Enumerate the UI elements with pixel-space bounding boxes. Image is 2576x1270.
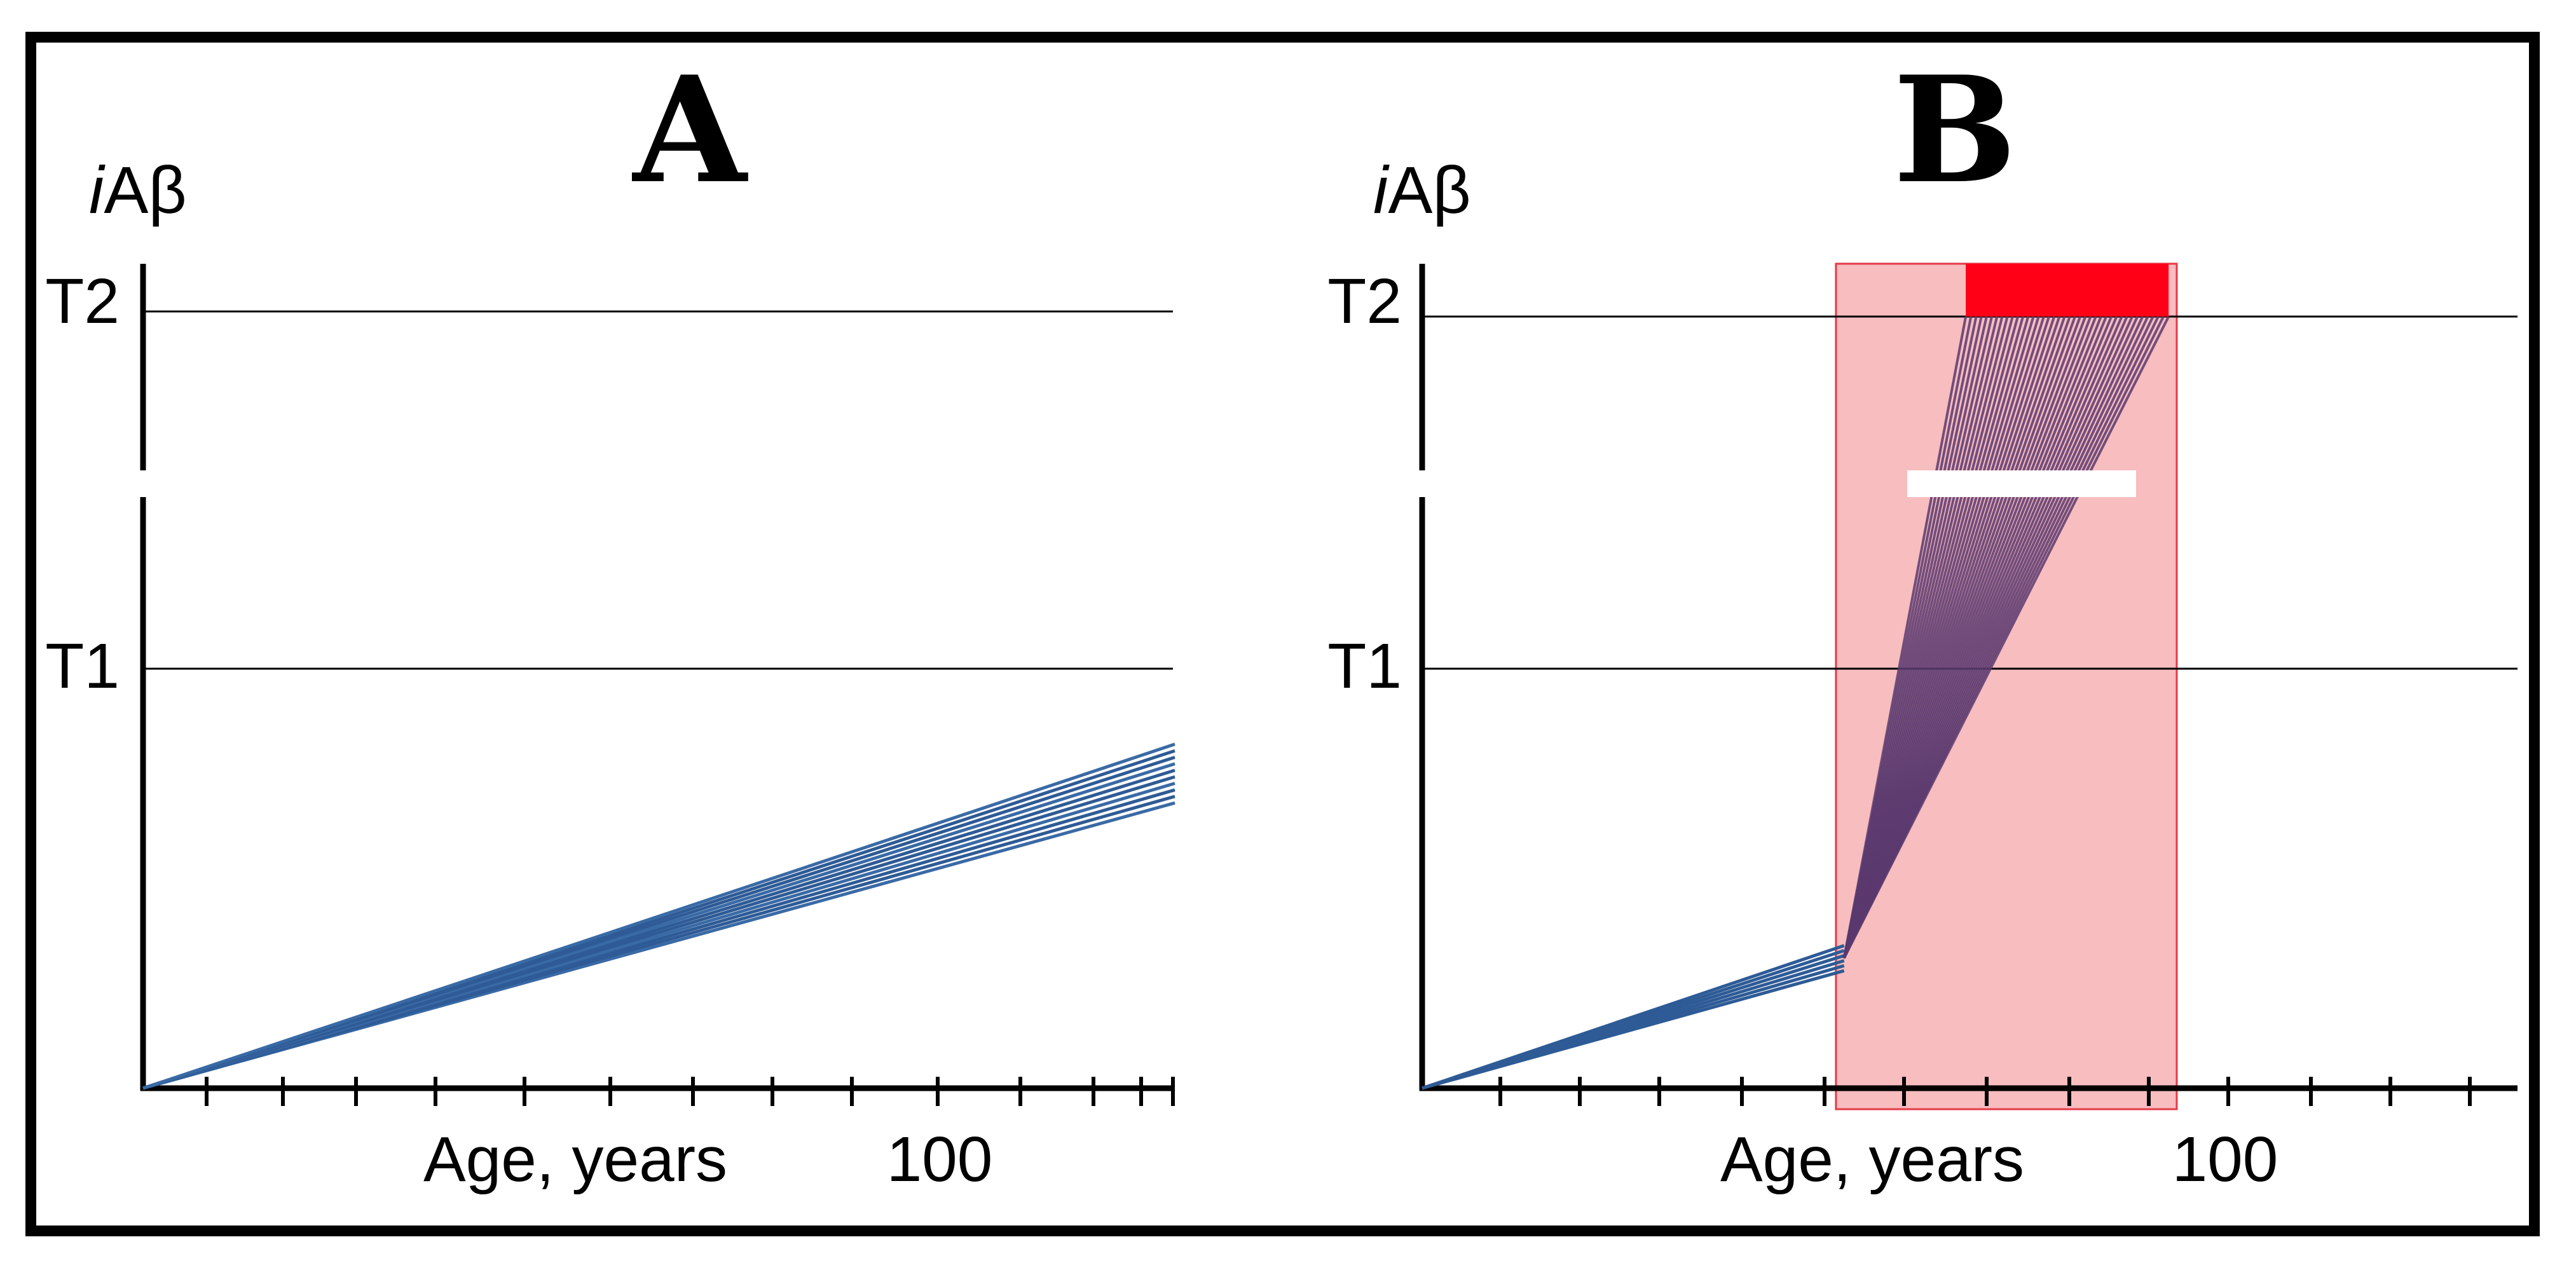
panel-b-y-label-rest: Aβ bbox=[1388, 153, 1470, 228]
panel-b-baseline-line-5 bbox=[1422, 944, 1845, 1090]
panel-b-letter: B bbox=[1893, 44, 2017, 216]
panel-b-y-axis-label: iAβ bbox=[1373, 153, 1471, 228]
panel-b-x-tick-label-100: 100 bbox=[2172, 1124, 2278, 1195]
panel-b-t2-label: T2 bbox=[1327, 266, 1402, 337]
panel-b-x-axis-label: Age, years bbox=[1720, 1124, 2024, 1195]
panel-b-axis-break-gap bbox=[1907, 470, 2136, 497]
panel-a-t1-label: T1 bbox=[45, 631, 120, 702]
panel-a-series-line-9 bbox=[142, 742, 1175, 1090]
panel-b-y-label-italic: i bbox=[1373, 153, 1390, 228]
panel-a-letter: A bbox=[632, 44, 749, 216]
panel-a-y-label-italic: i bbox=[89, 153, 106, 228]
panel-a-x-axis-label: Age, years bbox=[423, 1124, 727, 1195]
panel-b-onset-band bbox=[1966, 263, 2169, 317]
panel-b-fan-line-39 bbox=[1842, 316, 2170, 959]
panel-a: A iAβ T1 T2 Age, years 100 bbox=[45, 44, 1175, 1195]
panel-b-t1-label: T1 bbox=[1327, 631, 1402, 702]
panel-a-t2-label: T2 bbox=[45, 266, 120, 337]
panel-a-x-tick-label-100: 100 bbox=[887, 1124, 993, 1195]
panel-b: B iAβ T1 T2 Age, years 100 bbox=[1327, 44, 2518, 1195]
panel-a-y-axis-label: iAβ bbox=[89, 153, 187, 228]
panel-a-y-label-rest: Aβ bbox=[104, 153, 186, 228]
